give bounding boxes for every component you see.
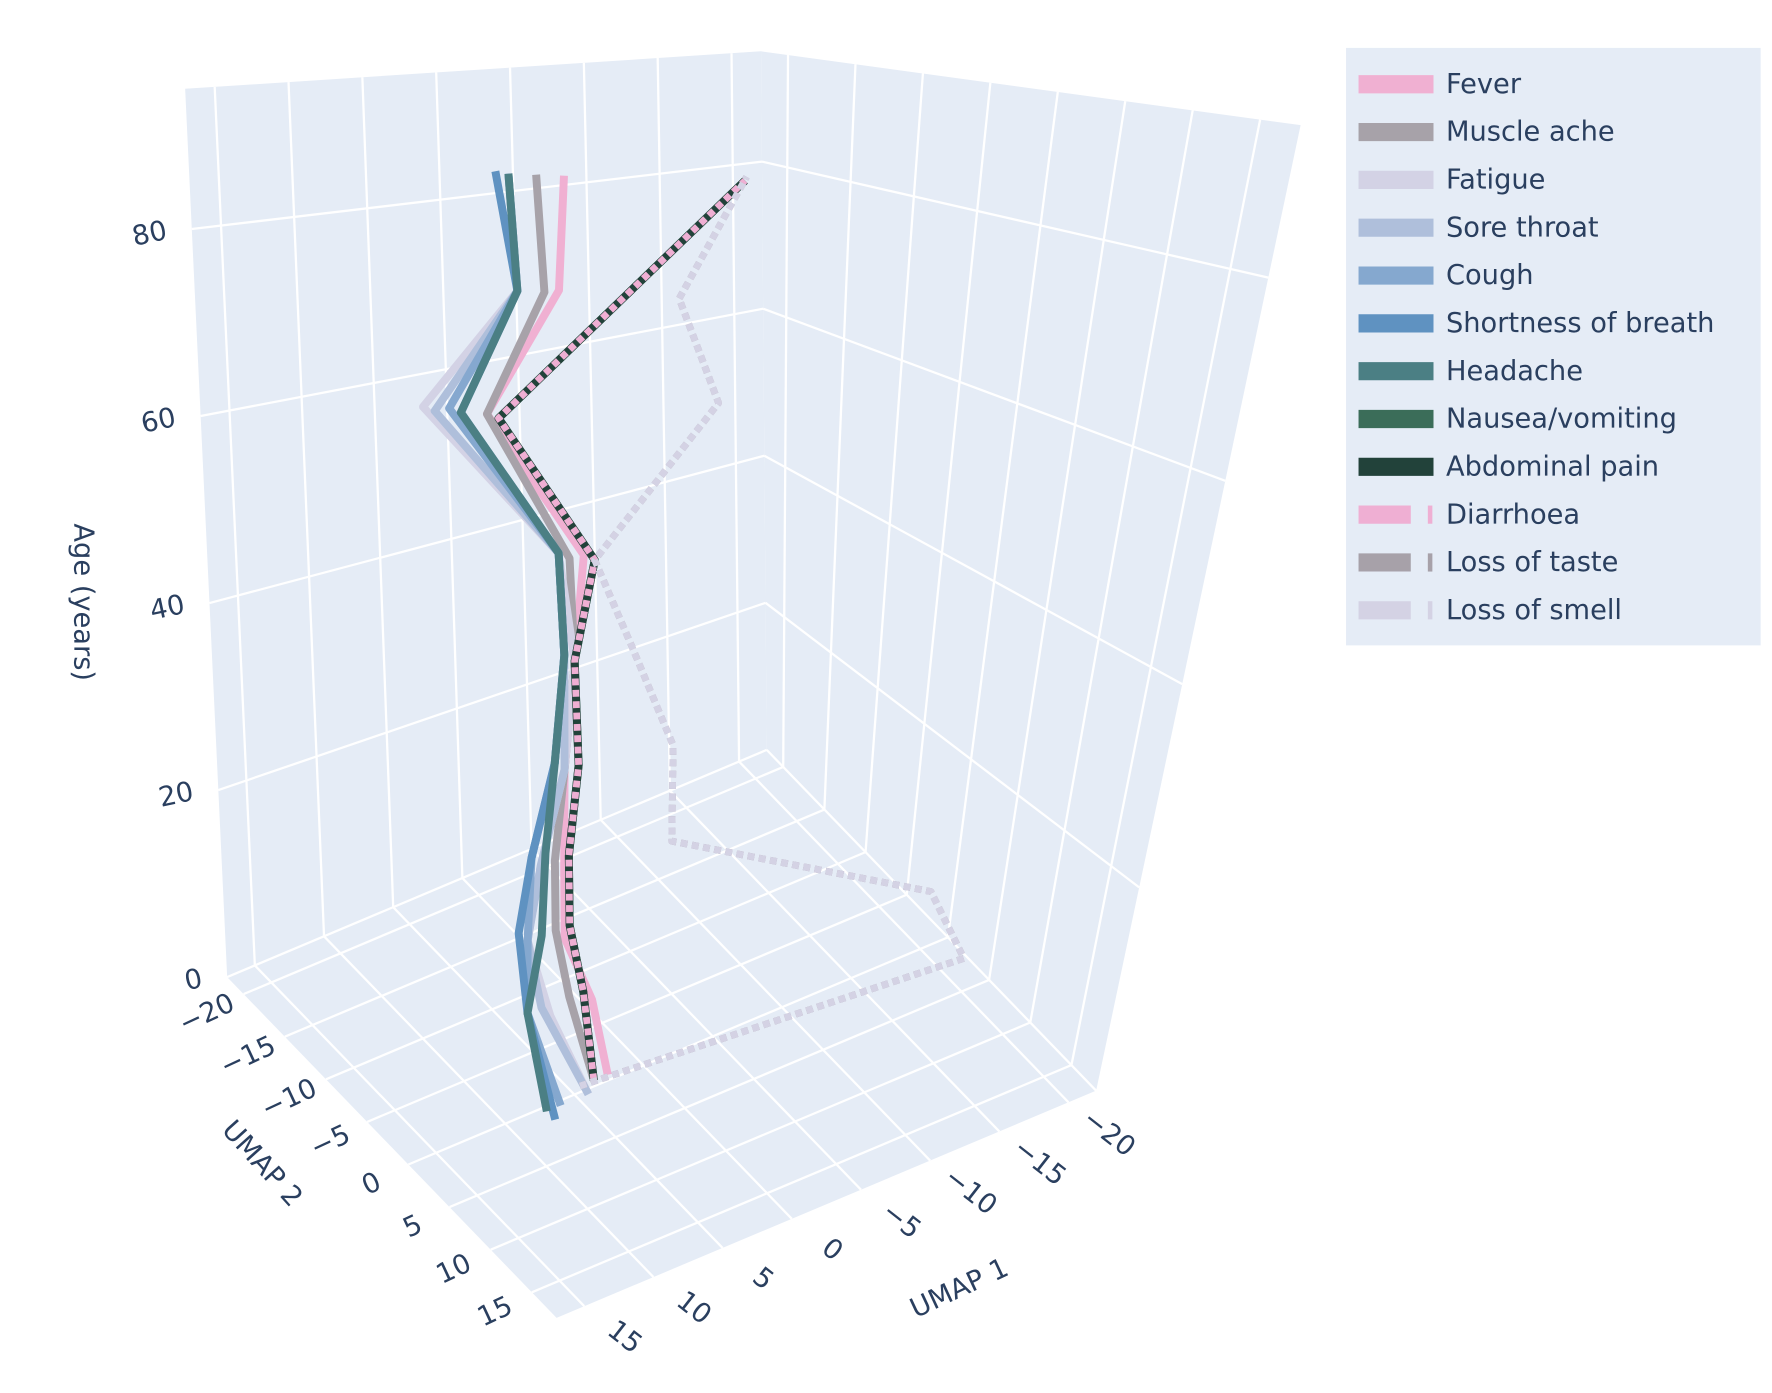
legend-label: Diarrhoea — [1446, 499, 1580, 530]
grid-line — [325, 851, 866, 1081]
y-tick-label: −5 — [306, 1119, 356, 1164]
grid-line — [764, 601, 1140, 889]
scene-wall — [761, 51, 1301, 1091]
grid-line — [217, 601, 766, 792]
grid-line — [582, 62, 602, 820]
grid-line — [213, 86, 256, 966]
legend: Fever Muscle ache Fatigue Sore throat Cough S… — [1346, 47, 1761, 646]
legend-label: Fatigue — [1446, 165, 1545, 196]
legend-label: Headache — [1446, 356, 1583, 387]
z-tick-label: 40 — [147, 589, 187, 627]
grid-line — [762, 307, 1226, 482]
grid-line — [669, 789, 1001, 1133]
scene-wall — [185, 51, 767, 978]
y-tick-label: 5 — [398, 1209, 427, 1244]
grid-line — [864, 73, 925, 853]
y-tick-label: −20 — [174, 987, 239, 1039]
x-tick-label: 15 — [601, 1314, 647, 1360]
y-tick-label: 15 — [473, 1290, 518, 1333]
x-tick-label: −5 — [876, 1196, 927, 1245]
legend-item[interactable]: Cough — [1358, 260, 1534, 291]
z-tick-label: 0 — [182, 963, 205, 997]
grid-line — [730, 53, 741, 762]
grid-line — [243, 765, 784, 996]
series-line — [456, 173, 569, 1113]
scene-wall — [227, 749, 1097, 1318]
legend-label: Abdominal pain — [1446, 451, 1659, 482]
z-tick-label: 20 — [156, 776, 196, 814]
legend-item[interactable]: Headache — [1358, 356, 1583, 387]
grid-line — [449, 978, 990, 1209]
x-tick-label: 0 — [816, 1232, 849, 1267]
y-tick-label: 0 — [357, 1166, 386, 1201]
grid-line — [490, 1021, 1031, 1251]
legend-label: Sore throat — [1446, 212, 1599, 243]
grid-line — [435, 72, 464, 879]
grid-line — [1070, 119, 1262, 1066]
legend-item[interactable]: Fatigue — [1358, 165, 1546, 196]
legend-item[interactable]: Shortness of breath — [1358, 308, 1715, 339]
y-tick-label: 10 — [432, 1248, 477, 1291]
legend-label: Shortness of breath — [1446, 308, 1714, 339]
x-tick-label: −20 — [1077, 1103, 1141, 1163]
grid-line — [209, 454, 765, 605]
grid-line — [782, 54, 790, 767]
grid-line — [392, 906, 724, 1249]
legend-label: Cough — [1446, 260, 1534, 291]
legend-item[interactable]: Abdominal pain — [1358, 451, 1660, 482]
grid-line — [738, 760, 1070, 1104]
grid-line — [287, 82, 326, 937]
x-tick-label: 5 — [747, 1261, 780, 1296]
grid-line — [823, 64, 857, 810]
legend-item[interactable]: Loss of smell — [1358, 595, 1622, 626]
legend-label: Fever — [1446, 69, 1522, 100]
legend-label: Muscle ache — [1446, 117, 1615, 148]
grid-line — [905, 82, 992, 895]
grid-line — [761, 160, 1269, 279]
z-tick-label: 60 — [138, 402, 178, 440]
grid-line — [531, 1064, 1072, 1294]
x-tick-label: −10 — [938, 1162, 1002, 1222]
legend-item[interactable]: Loss of taste — [1358, 547, 1619, 578]
legend-label: Nausea/vomiting — [1446, 404, 1677, 435]
grid-line — [530, 848, 862, 1191]
grid-line — [361, 77, 395, 908]
legend-item[interactable]: Sore throat — [1358, 212, 1599, 243]
grid-line — [765, 749, 1097, 1092]
legend-label: Loss of taste — [1446, 547, 1618, 578]
x-tick-label: 10 — [671, 1285, 717, 1331]
grid-line — [1029, 110, 1194, 1023]
grid-line — [323, 935, 655, 1278]
z-tick-label: 80 — [129, 215, 169, 253]
legend-item[interactable]: Nausea/vomiting — [1358, 404, 1677, 435]
x-axis-title: UMAP 1 — [905, 1252, 1013, 1324]
grid-line — [254, 964, 586, 1307]
grid-line — [366, 893, 908, 1123]
series-line — [495, 178, 748, 1081]
legend-item[interactable]: Diarrhoea — [1358, 499, 1581, 530]
grid-line — [946, 91, 1059, 938]
grid-line — [763, 454, 1183, 686]
legend-item[interactable]: Muscle ache — [1358, 117, 1615, 148]
z-axis-title: Age (years) — [67, 523, 98, 681]
y-tick-label: −15 — [215, 1030, 280, 1082]
y-axis-title: UMAP 2 — [216, 1115, 309, 1213]
grid-line — [599, 818, 931, 1162]
grid-line — [987, 100, 1127, 981]
x-tick-label: −15 — [1007, 1133, 1071, 1193]
legend-item[interactable]: Fever — [1358, 69, 1522, 100]
grid-line — [656, 58, 672, 791]
series-line — [578, 175, 968, 1090]
y-tick-label: −10 — [257, 1073, 322, 1125]
grid-line — [191, 160, 763, 231]
legend-label: Loss of smell — [1446, 595, 1622, 626]
grid-line — [226, 748, 768, 979]
legend-box — [1346, 47, 1761, 646]
